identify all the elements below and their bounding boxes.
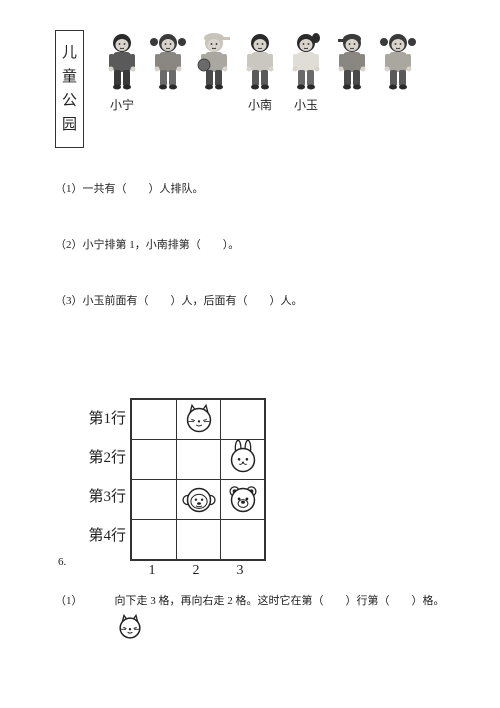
grid-cell <box>132 480 176 519</box>
col-label: 2 <box>174 563 218 579</box>
grid-row <box>132 479 264 519</box>
grid-cell <box>176 480 220 519</box>
question-2: （2）小宁排第 1，小南排第（ ）。 <box>55 236 303 252</box>
cat-icon <box>185 406 213 434</box>
q6-1-prefix: （1） <box>55 592 83 608</box>
grid-cell <box>176 440 220 479</box>
kid-name: 小宁 <box>110 96 134 110</box>
question-3: （3）小玉前面有（ ）人，后面有（ ）人。 <box>55 292 303 308</box>
grid-row <box>132 400 264 439</box>
row-label: 第2行 <box>78 437 126 476</box>
q6-1-text: 向下走 3 格，再向右走 2 格。这时它在第（ ）行第（ ）格。 <box>115 592 445 608</box>
kid-figure <box>148 30 188 110</box>
kid-figure <box>332 30 372 110</box>
monkey-icon <box>185 486 213 514</box>
kid-figure <box>378 30 418 110</box>
kid-figure <box>194 30 234 110</box>
col-label: 1 <box>130 563 174 579</box>
grid-col-labels: 1 2 3 <box>130 563 266 579</box>
grid-row <box>132 519 264 559</box>
kid-figure: 小南 <box>240 30 280 110</box>
kid-name: 小玉 <box>294 96 318 110</box>
grid-cell <box>220 400 264 439</box>
kid-name: 小南 <box>248 96 272 110</box>
kid-figure: 小玉 <box>286 30 326 110</box>
grid-cell <box>220 480 264 519</box>
question-1: （1）一共有（ ）人排队。 <box>55 180 303 196</box>
sign-char: 童 <box>62 65 77 89</box>
rabbit-icon <box>229 446 257 474</box>
grid <box>130 398 266 561</box>
grid-row-labels: 第1行 第2行 第3行 第4行 <box>78 398 126 554</box>
sign-char: 儿 <box>62 41 77 65</box>
question-6-number: 6. <box>58 556 66 568</box>
queue-illustration: 儿 童 公 园 小宁 <box>55 30 418 148</box>
row-label: 第4行 <box>78 515 126 554</box>
grid-cell <box>176 520 220 559</box>
row-label: 第3行 <box>78 476 126 515</box>
grid-cell <box>220 440 264 479</box>
row-label: 第1行 <box>78 398 126 437</box>
grid-cell <box>132 440 176 479</box>
bear-icon <box>229 486 257 514</box>
sign-char: 园 <box>62 113 77 137</box>
grid-row <box>132 439 264 479</box>
grid-section: 第1行 第2行 第3行 第4行 <box>78 398 266 579</box>
kid-figure: 小宁 <box>102 30 142 110</box>
question-6-1: （1） 向下走 3 格，再向右走 2 格。这时它在第（ ）行第（ ）格。 <box>55 592 445 608</box>
sign-char: 公 <box>62 89 77 113</box>
kids-row: 小宁 <box>102 30 418 110</box>
questions-block: （1）一共有（ ）人排队。 （2）小宁排第 1，小南排第（ ）。 （3）小玉前面… <box>55 180 303 348</box>
col-label: 3 <box>218 563 262 579</box>
cat-icon <box>118 616 142 645</box>
grid-cell <box>220 520 264 559</box>
grid-cell <box>176 400 220 439</box>
grid-cell <box>132 520 176 559</box>
park-sign: 儿 童 公 园 <box>55 30 84 148</box>
grid-cell <box>132 400 176 439</box>
